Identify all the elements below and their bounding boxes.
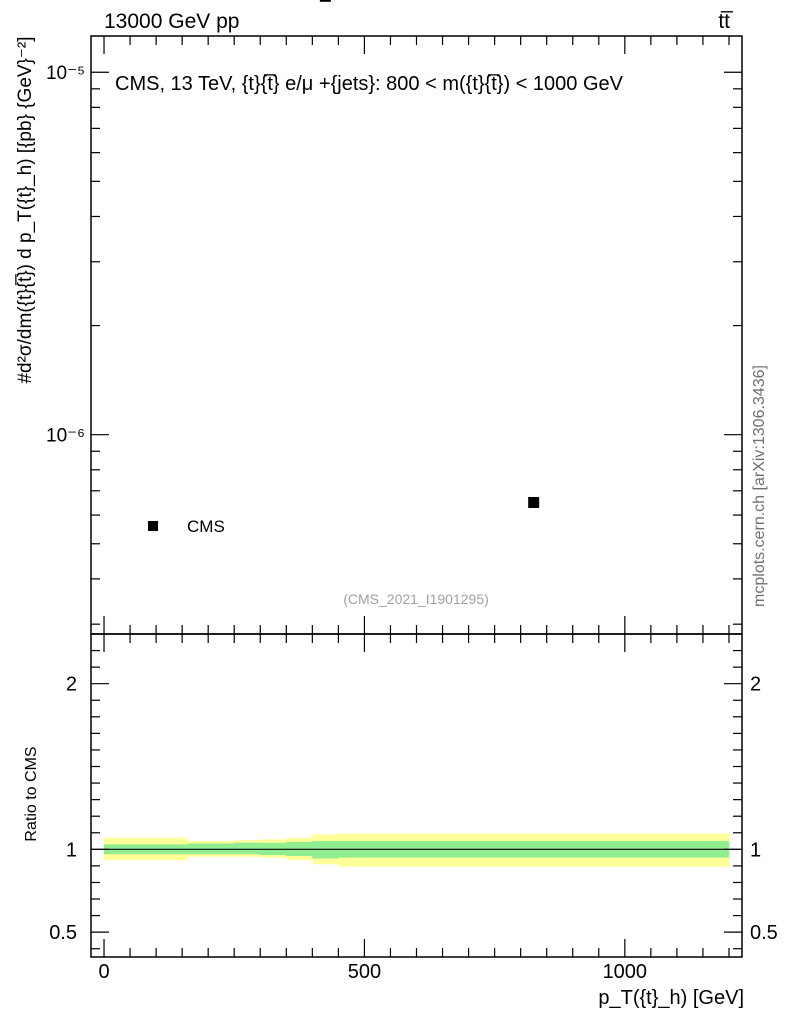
- ratio-y-tick-label-left: 1: [66, 839, 77, 861]
- ratio-y-tick-label-left: 2: [66, 674, 77, 696]
- x-tick-label: 0: [98, 961, 109, 983]
- ratio-panel-frame: [90, 633, 743, 958]
- ratio-y-axis-label: Ratio to CMS: [23, 746, 40, 841]
- ratio-panel: 2 2 1 1 0.5 0.5 0 500 1000 Ratio to CMS p_T({t}…: [23, 633, 778, 1009]
- main-y-tick-label: 10⁻⁶: [46, 426, 85, 447]
- legend-label-cms: CMS: [187, 517, 225, 536]
- main-title: CMS, 13 TeV, {t}{t̅} e/μ +{jets}: 800 < …: [115, 73, 624, 95]
- main-data-points: [319, 0, 540, 508]
- ratio-x-tick-labels: 0 500 1000: [98, 961, 647, 983]
- main-y-axis-label: #d²σ/dm({t}{t̅}) d p_T({t}_h) [{pb} {GeV…: [15, 36, 36, 383]
- energy-label: 13000 GeV pp: [104, 10, 239, 33]
- ratio-y-tick-label-right: 2: [750, 674, 761, 696]
- ratio-axis-ticks: [91, 633, 742, 957]
- main-axis-ticks: [91, 36, 742, 634]
- x-tick-label: 1000: [603, 961, 648, 983]
- process-label: tt̅: [718, 10, 734, 33]
- main-y-tick-label: 10⁻⁵: [46, 63, 85, 84]
- x-tick-label: 500: [348, 961, 381, 983]
- side-label: mcplots.cern.ch [arXiv:1306.3436]: [751, 365, 768, 607]
- ratio-y-tick-label-right: 1: [750, 839, 761, 861]
- ratio-y-tick-label-left: 0.5: [49, 922, 77, 944]
- ratio-y-tick-label-right: 0.5: [750, 922, 778, 944]
- x-axis-label: p_T({t}_h) [GeV]: [598, 987, 744, 1009]
- data-point: [528, 496, 540, 508]
- data-point: [319, 0, 331, 2]
- main-panel: 10⁻⁴10⁻⁵10⁻⁶ CMS, 13 TeV, {t}{t̅} e/μ +{…: [15, 0, 743, 635]
- ratio-y-tick-labels: 2 2 1 1 0.5 0.5: [49, 674, 778, 944]
- main-panel-frame: [90, 35, 743, 635]
- main-y-tick-labels: 10⁻⁴10⁻⁵10⁻⁶: [46, 63, 85, 447]
- ratio-bands: [104, 833, 729, 867]
- legend-marker: [148, 521, 158, 531]
- analysis-watermark: (CMS_2021_I1901295): [343, 591, 489, 607]
